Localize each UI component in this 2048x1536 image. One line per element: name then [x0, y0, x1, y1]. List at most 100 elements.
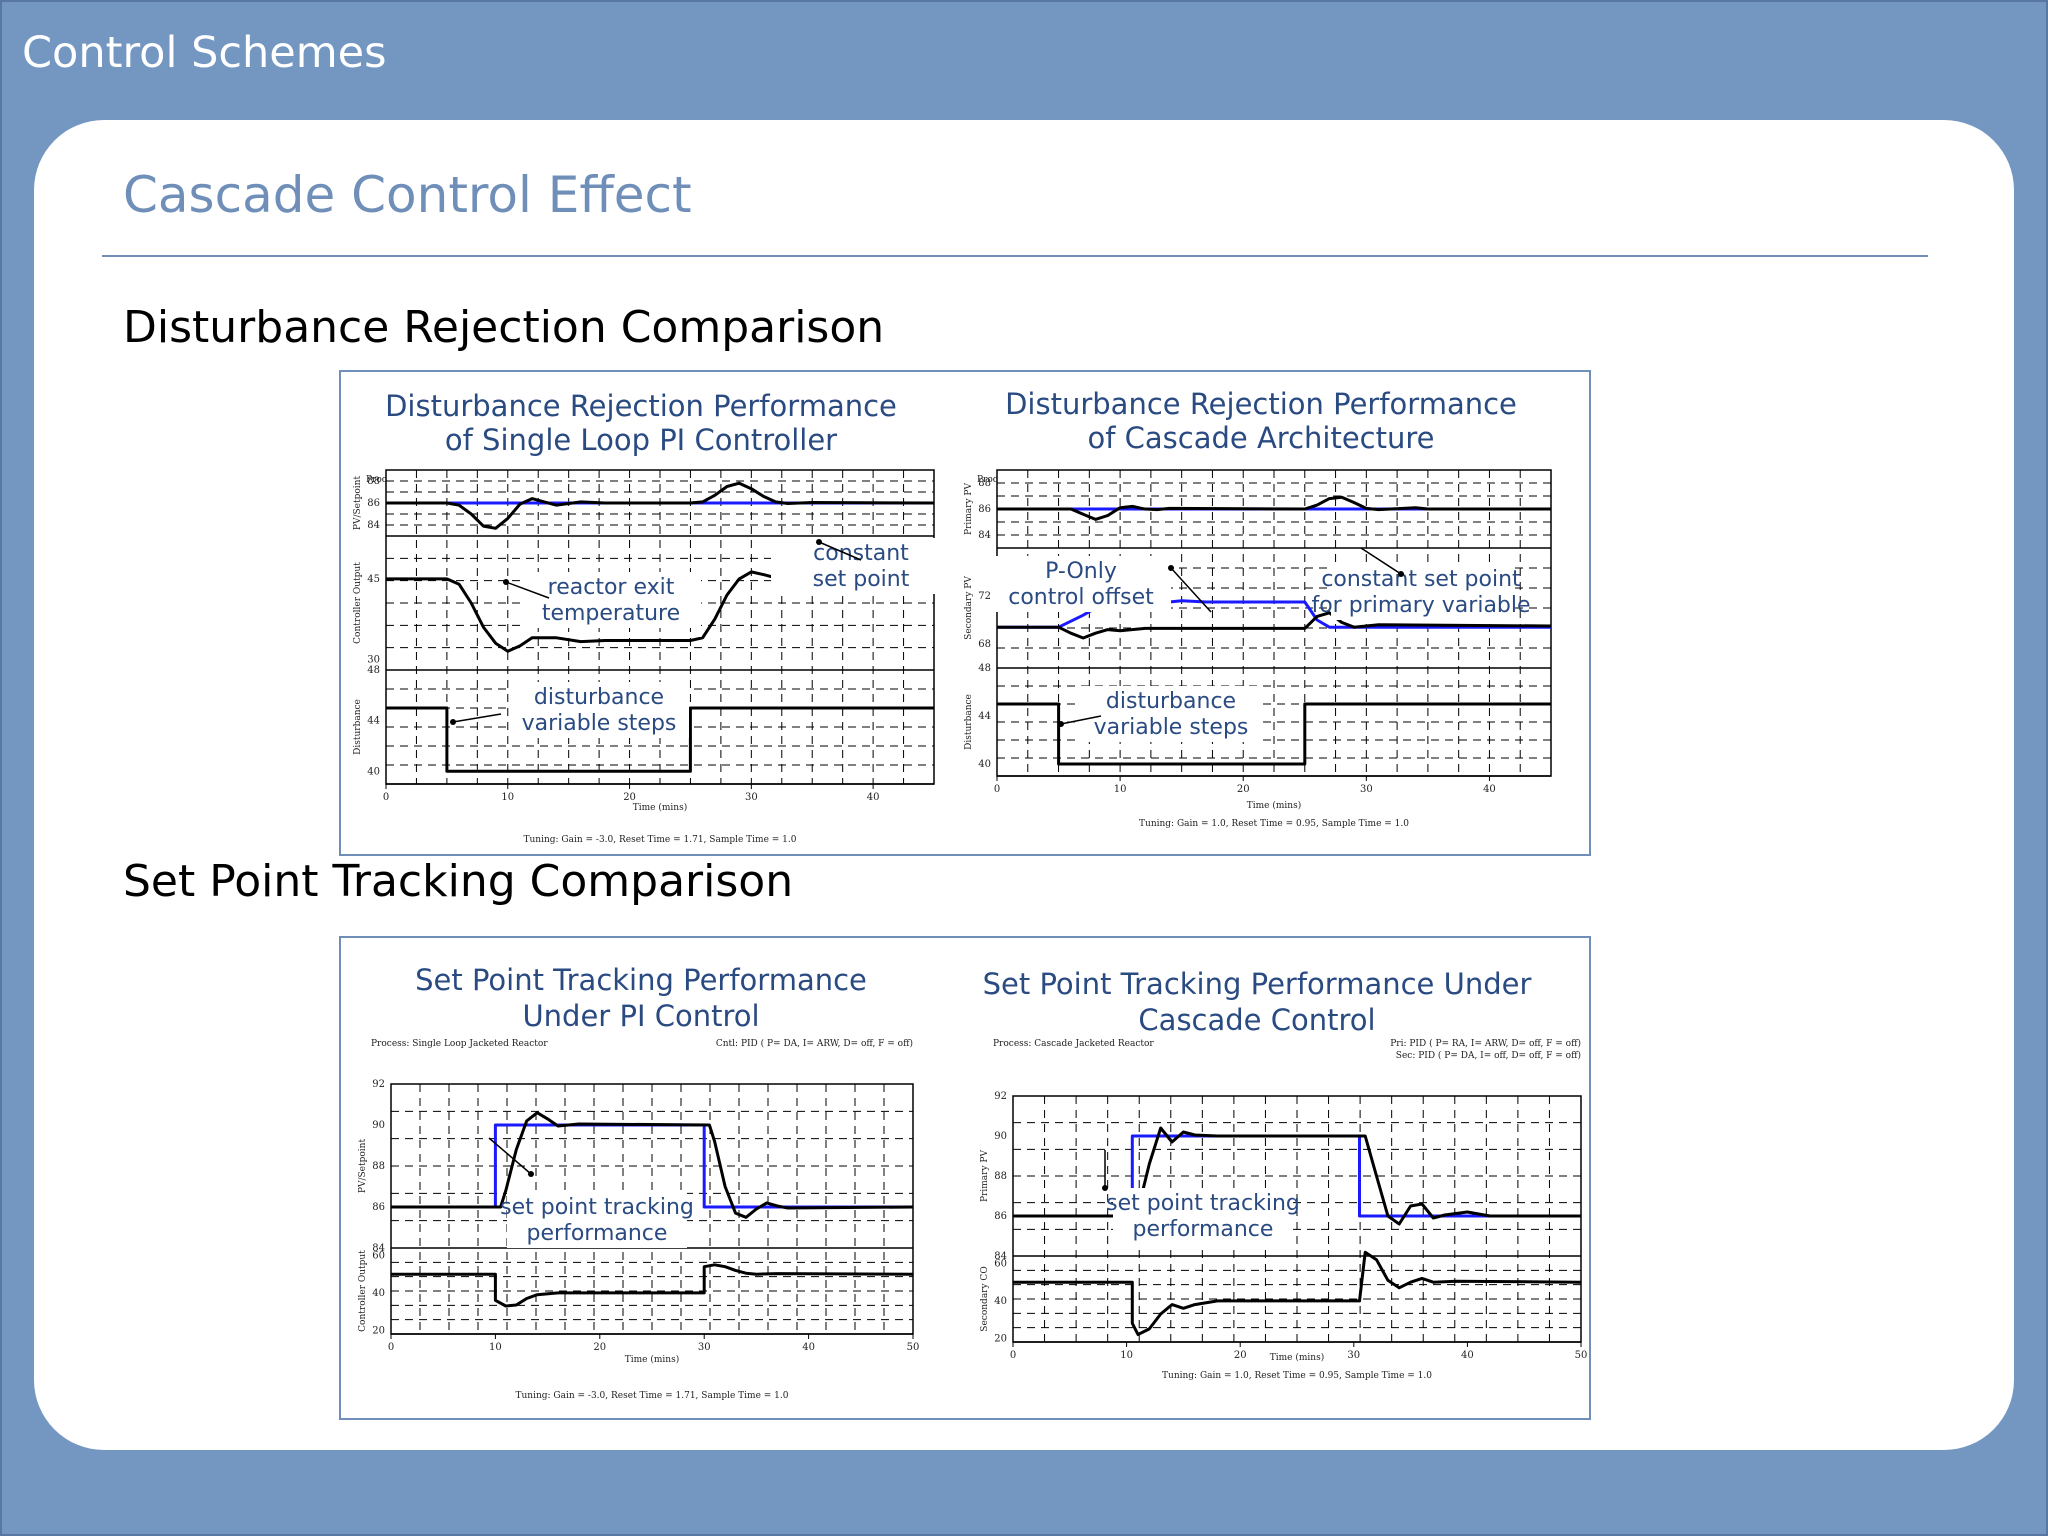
plot-area	[1012, 1095, 1582, 1343]
annotation-background	[507, 1192, 687, 1248]
y-tick-label: 90	[994, 1131, 1007, 1142]
chart-title-line: of Cascade Architecture	[1087, 421, 1434, 455]
y-tick-label: 84	[994, 1251, 1007, 1262]
controller-label: Pri: PID ( P= RA, I= ARW, D= off, F = of…	[1390, 1038, 1581, 1049]
y-tick-label: 20	[372, 1325, 385, 1336]
annotation-text-line: set point tracking	[1106, 1191, 1300, 1216]
x-tick-label: 30	[698, 1342, 711, 1353]
y-tick-label: 84	[978, 530, 991, 541]
y-tick-label: 86	[994, 1211, 1007, 1222]
annotation-text-line: for primary variable	[1311, 593, 1530, 618]
annotation-background	[991, 556, 1171, 612]
chart-title-line: Disturbance Rejection Performance	[385, 389, 897, 423]
annotation-arrow	[488, 1137, 532, 1175]
x-tick-label: 40	[802, 1342, 815, 1353]
section-heading-disturbance: Disturbance Rejection Comparison	[123, 302, 885, 353]
y-tick-label: 45	[367, 574, 380, 585]
annotation-text-line: temperature	[542, 601, 680, 626]
y-axis-label: Disturbance	[353, 699, 363, 755]
annotation-arrow	[1060, 715, 1102, 725]
y-tick-label: 86	[372, 1202, 385, 1213]
chart-title-line: Set Point Tracking Performance	[415, 963, 867, 997]
x-tick-label: 40	[867, 792, 880, 803]
tuning-label: Tuning: Gain = -3.0, Reset Time = 1.71, …	[516, 1391, 789, 1401]
chart-title-line: Cascade Control	[1138, 1003, 1375, 1037]
x-tick-label: 50	[907, 1342, 920, 1353]
chart-title-line: Under PI Control	[522, 999, 759, 1033]
x-tick-label: 40	[1461, 1350, 1474, 1361]
annotation-background	[1331, 564, 1511, 620]
y-tick-label: 88	[978, 478, 991, 489]
y-tick-label: 48	[367, 665, 380, 676]
slide-title: Cascade Control Effect	[123, 166, 692, 224]
y-axis-label: Primary PV	[980, 1150, 990, 1202]
y-tick-label: 68	[978, 639, 991, 650]
tuning-label: Tuning: Gain = 1.0, Reset Time = 0.95, S…	[1162, 1371, 1432, 1381]
pv-series-line	[386, 481, 935, 530]
annotation-text-line: set point	[813, 567, 910, 592]
y-tick-label: 92	[994, 1091, 1007, 1102]
annotation-background	[509, 682, 689, 738]
pv-series-line	[391, 1263, 914, 1308]
controller-label-secondary: Sec: PID ( P= DA, I= off, D= off, F = of…	[1396, 1050, 1581, 1061]
y-axis-label: Primary PV	[964, 483, 974, 535]
x-tick-label: 30	[1360, 784, 1373, 795]
annotation-text-line: reactor exit	[548, 575, 675, 600]
pv-series-line	[997, 495, 1551, 521]
slide-header: Control Schemes	[22, 28, 387, 78]
x-axis-label: Time (mins)	[1247, 800, 1301, 811]
x-axis-label: Time (mins)	[1270, 1352, 1324, 1363]
y-tick-label: 40	[372, 1288, 385, 1299]
y-tick-label: 86	[978, 504, 991, 515]
annotation-text-line: control offset	[1008, 585, 1154, 610]
annotation-text-line: variable steps	[522, 711, 677, 736]
disturbance-comparison-figure: Disturbance Rejection Performance of Sing…	[339, 370, 1591, 856]
y-axis-label: Controller Output	[358, 1250, 368, 1332]
annotation-arrow-head	[503, 579, 509, 585]
annotation-text-line: disturbance	[534, 685, 664, 710]
pv-series-line	[1013, 1250, 1582, 1336]
x-axis-label: Time (mins)	[625, 1354, 679, 1365]
y-tick-label: 60	[372, 1250, 385, 1261]
y-tick-label: 44	[978, 711, 991, 722]
y-axis-label: Controller Output	[353, 562, 363, 644]
annotation-background	[1081, 686, 1261, 742]
annotation-background	[771, 538, 951, 594]
x-tick-label: 20	[623, 792, 636, 803]
annotation-arrow	[1360, 547, 1402, 575]
pv-series-line	[997, 611, 1552, 640]
x-tick-label: 20	[1234, 1350, 1247, 1361]
section-heading-setpoint: Set Point Tracking Comparison	[123, 856, 794, 907]
y-tick-label: 90	[372, 1120, 385, 1131]
annotation-text-line: P-Only	[1045, 559, 1117, 584]
x-tick-label: 20	[593, 1342, 606, 1353]
setpoint-comparison-figure: Set Point Tracking Performance Under PI C…	[339, 936, 1591, 1420]
annotation-arrow-head	[1168, 565, 1174, 571]
pv-series-line	[391, 1111, 914, 1219]
x-tick-label: 30	[745, 792, 758, 803]
x-tick-label: 10	[1114, 784, 1127, 795]
y-tick-label: 92	[372, 1079, 385, 1090]
pv-series-line	[1013, 1126, 1581, 1226]
title-rule	[102, 255, 1928, 257]
annotation-arrow-head	[1398, 571, 1404, 577]
y-tick-label: 40	[367, 766, 380, 777]
x-tick-label: 50	[1575, 1350, 1588, 1361]
y-tick-label: 84	[372, 1243, 385, 1254]
y-tick-label: 88	[372, 1161, 385, 1172]
pv-series-line	[997, 702, 1551, 766]
pv-series-line	[386, 570, 934, 653]
annotation-background	[521, 572, 701, 628]
x-tick-label: 0	[383, 792, 389, 803]
x-axis-label: Time (mins)	[633, 802, 687, 813]
y-axis-label: Secondary CO	[980, 1266, 990, 1331]
x-tick-label: 0	[388, 1342, 394, 1353]
annotation-arrow-head	[528, 1171, 534, 1177]
y-axis-label: Disturbance	[964, 694, 974, 750]
tuning-label: Tuning: Gain = -3.0, Reset Time = 1.71, …	[524, 835, 797, 845]
x-tick-label: 0	[1010, 1350, 1016, 1361]
